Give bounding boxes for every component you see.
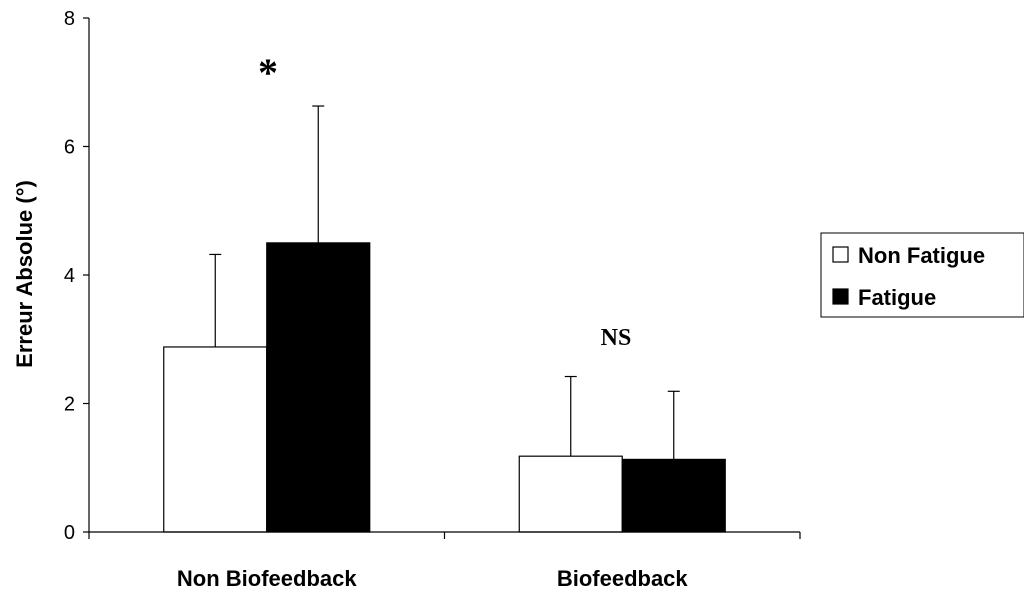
y-tick-label: 8 — [64, 8, 75, 30]
bar-non-fatigue — [518, 455, 623, 533]
legend-swatch-non-fatigue — [832, 246, 849, 263]
y-tick-label: 6 — [64, 137, 75, 159]
legend: Non Fatigue Fatigue — [820, 232, 1024, 318]
y-tick-label: 0 — [64, 522, 75, 544]
not-significant-label: NS — [601, 325, 632, 351]
y-ticks-layer: 0 2 4 6 8 — [64, 8, 89, 544]
y-tick-label: 4 — [64, 265, 75, 287]
category-label: Non Biofeedback — [177, 566, 357, 591]
bar-non-fatigue — [163, 346, 268, 533]
legend-label-non-fatigue: Non Fatigue — [858, 243, 985, 268]
error-bars-layer — [209, 105, 680, 460]
bars-layer — [163, 242, 726, 533]
category-labels-layer: Non Biofeedback Biofeedback — [177, 566, 689, 591]
y-axis-label: Erreur Absolue (°) — [12, 180, 37, 368]
legend-swatch-fatigue — [832, 288, 849, 305]
significance-asterisk: * — [258, 50, 278, 95]
annotations-layer: * NS — [258, 50, 631, 351]
legend-frame — [820, 232, 1024, 318]
bar-fatigue — [266, 242, 371, 533]
category-label: Biofeedback — [557, 566, 689, 591]
y-tick-label: 2 — [64, 394, 75, 416]
bar-fatigue — [621, 458, 726, 533]
legend-label-fatigue: Fatigue — [858, 285, 936, 310]
